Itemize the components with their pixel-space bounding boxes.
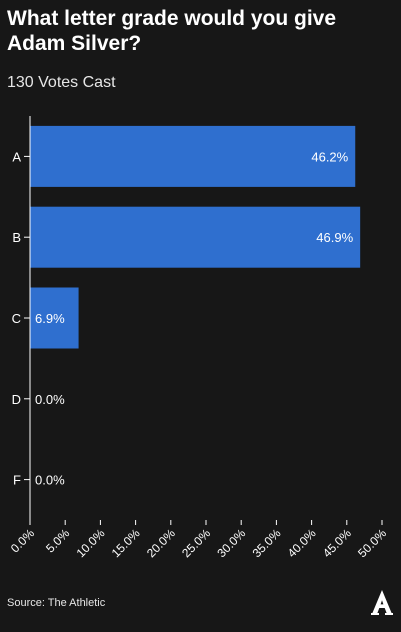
bar-b [30, 206, 361, 268]
x-tick-label-4: 20.0% [144, 526, 178, 560]
value-label-a: 46.2% [311, 149, 348, 164]
category-label-c: C [12, 311, 21, 326]
bar-a [30, 125, 356, 187]
category-label-d: D [12, 392, 21, 407]
x-tick-label-2: 10.0% [74, 526, 108, 560]
athletic-logo-icon [371, 590, 393, 615]
category-label-b: B [12, 230, 21, 245]
category-label-a: A [12, 149, 21, 164]
value-label-b: 46.9% [316, 230, 353, 245]
source-note: Source: The Athletic [7, 597, 106, 609]
x-tick-label-8: 40.0% [285, 526, 319, 560]
value-label-d: 0.0% [35, 392, 65, 407]
x-tick-label-3: 15.0% [109, 526, 143, 560]
bar-c [30, 287, 79, 349]
x-tick-label-9: 45.0% [320, 526, 354, 560]
chart-subtitle: 130 Votes Cast [7, 74, 116, 91]
x-tick-label-7: 35.0% [250, 526, 284, 560]
x-tick-label-10: 50.0% [355, 526, 389, 560]
value-label-f: 0.0% [35, 473, 65, 488]
x-tick-label-1: 5.0% [43, 526, 72, 555]
x-tick-label-0: 0.0% [8, 526, 37, 555]
x-tick-label-6: 30.0% [214, 526, 248, 560]
category-label-f: F [13, 473, 21, 488]
value-label-c: 6.9% [35, 311, 65, 326]
x-tick-label-5: 25.0% [179, 526, 213, 560]
chart-title: What letter grade would you give Adam Si… [7, 7, 337, 55]
